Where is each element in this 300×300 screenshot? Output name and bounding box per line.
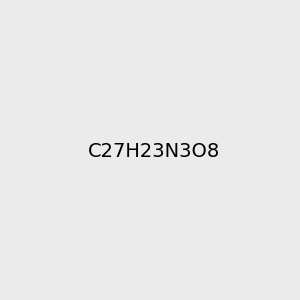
Text: C27H23N3O8: C27H23N3O8	[88, 142, 220, 161]
